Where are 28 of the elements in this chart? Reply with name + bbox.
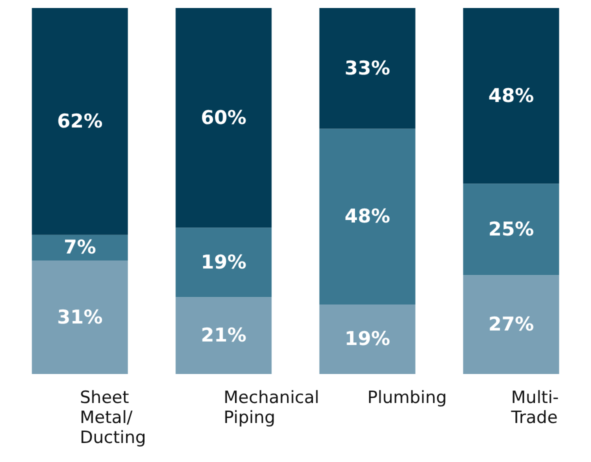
data-label: 62% — [57, 110, 103, 132]
bar — [32, 8, 128, 235]
bar — [463, 184, 560, 276]
bar — [319, 8, 416, 129]
data-label: 48% — [344, 206, 390, 228]
data-label: 19% — [200, 251, 246, 274]
x-tick-label: Multi- Trade — [510, 388, 559, 428]
bar — [32, 260, 128, 374]
data-label: 31% — [57, 306, 103, 328]
bar — [319, 128, 416, 304]
data-label: 19% — [344, 328, 390, 350]
data-label: 21% — [200, 324, 246, 347]
data-label: 25% — [488, 218, 534, 240]
data-label: 7% — [64, 236, 96, 259]
x-tick-label: Sheet Metal/ Ducting — [80, 388, 146, 448]
bar — [32, 234, 128, 261]
data-label: 48% — [488, 84, 534, 107]
bar — [319, 304, 416, 374]
x-tick-label: Mechanical Piping — [224, 388, 320, 428]
bar — [463, 8, 560, 184]
x-tick-label: Plumbing — [367, 388, 447, 408]
data-label: 60% — [200, 106, 246, 129]
bar — [463, 275, 560, 374]
data-label: 33% — [344, 57, 390, 80]
data-label: 27% — [488, 314, 534, 336]
bar — [176, 228, 272, 298]
bar — [176, 297, 272, 374]
bar — [176, 8, 272, 228]
